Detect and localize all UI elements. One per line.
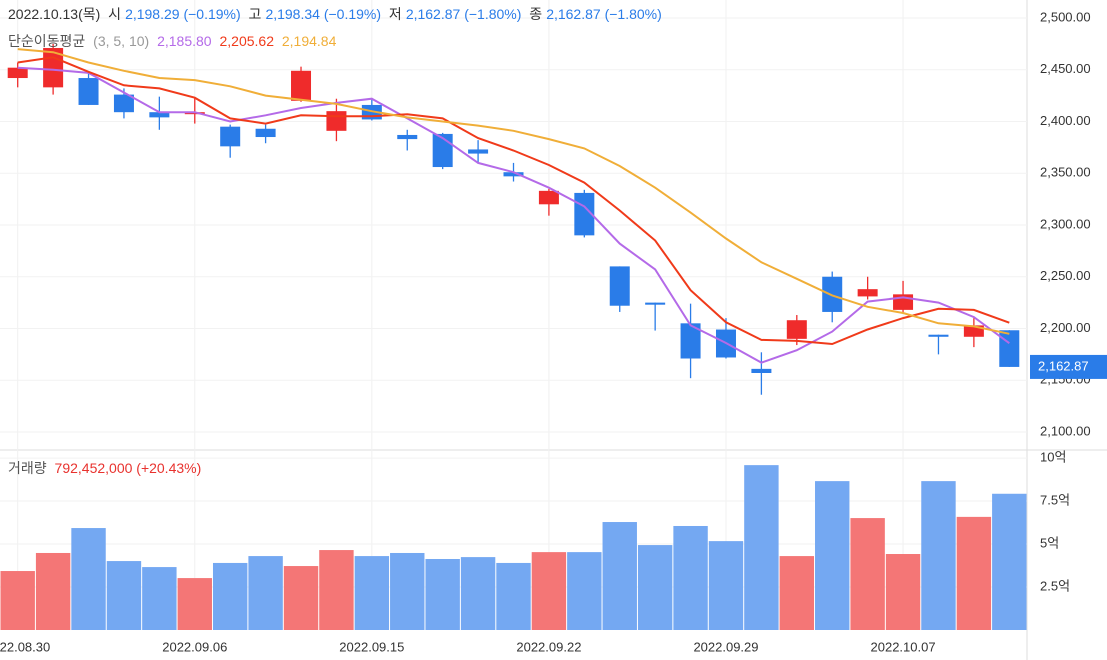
- volume-title: 거래량: [8, 460, 47, 476]
- y-tick-label: 2,200.00: [1040, 320, 1091, 335]
- high-value: 2,198.34 (−0.19%): [265, 6, 382, 22]
- x-tick-label: 2022.10.07: [871, 639, 936, 654]
- volume-bar: [0, 571, 35, 630]
- volume-bar: [425, 558, 460, 630]
- volume-bar: [212, 562, 248, 630]
- candle-body: [291, 70, 312, 101]
- volume-header: 거래량 792,452,000 (+20.43%): [8, 458, 205, 478]
- y-tick-label: 2,450.00: [1040, 61, 1091, 76]
- volume-bar: [744, 465, 779, 630]
- candle-body: [503, 172, 524, 177]
- volume-bar: [460, 557, 496, 630]
- candle-body: [326, 111, 347, 131]
- candle-body: [928, 334, 949, 337]
- volume-bar: [779, 556, 815, 630]
- candles: [7, 43, 1020, 395]
- close-label: 종: [529, 6, 543, 22]
- y-tick-label: 2,300.00: [1040, 216, 1091, 231]
- last-price-label: 2,162.87: [1038, 358, 1089, 373]
- volume-bar: [992, 493, 1027, 630]
- ma-legend: 단순이동평균 (3, 5, 10) 2,185.80 2,205.62 2,19…: [8, 31, 340, 51]
- open-value: 2,198.29 (−0.19%): [125, 6, 241, 22]
- low-label: 저: [388, 6, 402, 22]
- volume-bar: [177, 578, 212, 630]
- volume-bar: [921, 481, 956, 630]
- volume-bar: [885, 554, 921, 630]
- volume-bar: [602, 522, 637, 630]
- date: 2022.10.13(목): [8, 6, 101, 22]
- candle-body: [786, 320, 807, 339]
- candle-body: [963, 325, 984, 337]
- volume-value: 792,452,000 (+20.43%): [54, 460, 202, 476]
- ma-line: [17, 66, 1010, 364]
- volume-bar: [142, 567, 177, 630]
- y-tick-label: 2,350.00: [1040, 165, 1091, 180]
- ma-line: [17, 56, 1010, 346]
- candle-body: [857, 289, 878, 297]
- volume-bar: [319, 550, 354, 630]
- x-tick-label: 2022.09.22: [516, 639, 581, 654]
- y-tick-label: 2,100.00: [1040, 423, 1091, 438]
- volume-bar: [71, 528, 106, 630]
- x-tick-label: 2022.09.06: [162, 639, 227, 654]
- y-tick-label: 7.5억: [1040, 492, 1070, 507]
- y-tick-label: 2,250.00: [1040, 268, 1091, 283]
- volume-bar: [390, 552, 425, 630]
- candle-body: [645, 302, 666, 305]
- volume-bar: [496, 562, 531, 630]
- candle-body: [220, 126, 241, 147]
- open-label: 시: [108, 6, 122, 22]
- candle-body: [149, 112, 170, 118]
- x-tick-label: 2022.09.29: [693, 639, 758, 654]
- candle-body: [255, 128, 276, 138]
- volume-bar: [248, 556, 283, 630]
- candle-body: [7, 67, 28, 79]
- y-tick-label: 2,400.00: [1040, 113, 1091, 128]
- candle-body: [609, 266, 630, 306]
- volume-bar: [567, 552, 602, 630]
- ma-value: 2,185.80: [157, 33, 212, 49]
- candle-body: [999, 330, 1020, 367]
- y-tick-label: 5억: [1040, 535, 1059, 550]
- volume-bar: [850, 518, 885, 630]
- candle-body: [78, 78, 99, 105]
- volume-bar: [531, 552, 567, 630]
- y-tick-label: 2,500.00: [1040, 9, 1091, 24]
- candle-body: [751, 368, 772, 373]
- candle-body: [538, 190, 559, 205]
- x-tick-label: 2022.09.15: [339, 639, 404, 654]
- volume-bar: [815, 481, 850, 630]
- y-tick-label: 2.5억: [1040, 578, 1070, 593]
- x-tick-label: 2022.08.30: [0, 639, 50, 654]
- ma-value: 2,205.62: [219, 33, 274, 49]
- volume-bar: [673, 525, 708, 630]
- volume-bar: [283, 566, 319, 630]
- volume-bar: [354, 556, 390, 630]
- ma-line: [17, 48, 1010, 335]
- candle-body: [468, 149, 489, 154]
- high-label: 고: [248, 6, 262, 22]
- candle-body: [113, 94, 134, 113]
- y-tick-label: 10억: [1040, 450, 1066, 465]
- ma-name: 단순이동평균: [8, 33, 86, 49]
- volume-bar: [956, 516, 992, 630]
- volume-bar: [106, 561, 142, 630]
- low-value: 2,162.87 (−1.80%): [405, 6, 522, 22]
- candle-body: [397, 134, 418, 140]
- last-price-tag: [1030, 354, 1107, 379]
- ma-params: (3, 5, 10): [93, 33, 150, 49]
- price-header: 2022.10.13(목) 시 2,198.29 (−0.19%) 고 2,198.…: [8, 4, 666, 24]
- ma-value: 2,194.84: [281, 33, 337, 49]
- close-value: 2,162.87 (−1.80%): [546, 6, 662, 22]
- volume-bar: [637, 545, 673, 630]
- volume-bar: [708, 541, 744, 630]
- volume-bar: [35, 552, 71, 630]
- candle-body: [680, 323, 701, 359]
